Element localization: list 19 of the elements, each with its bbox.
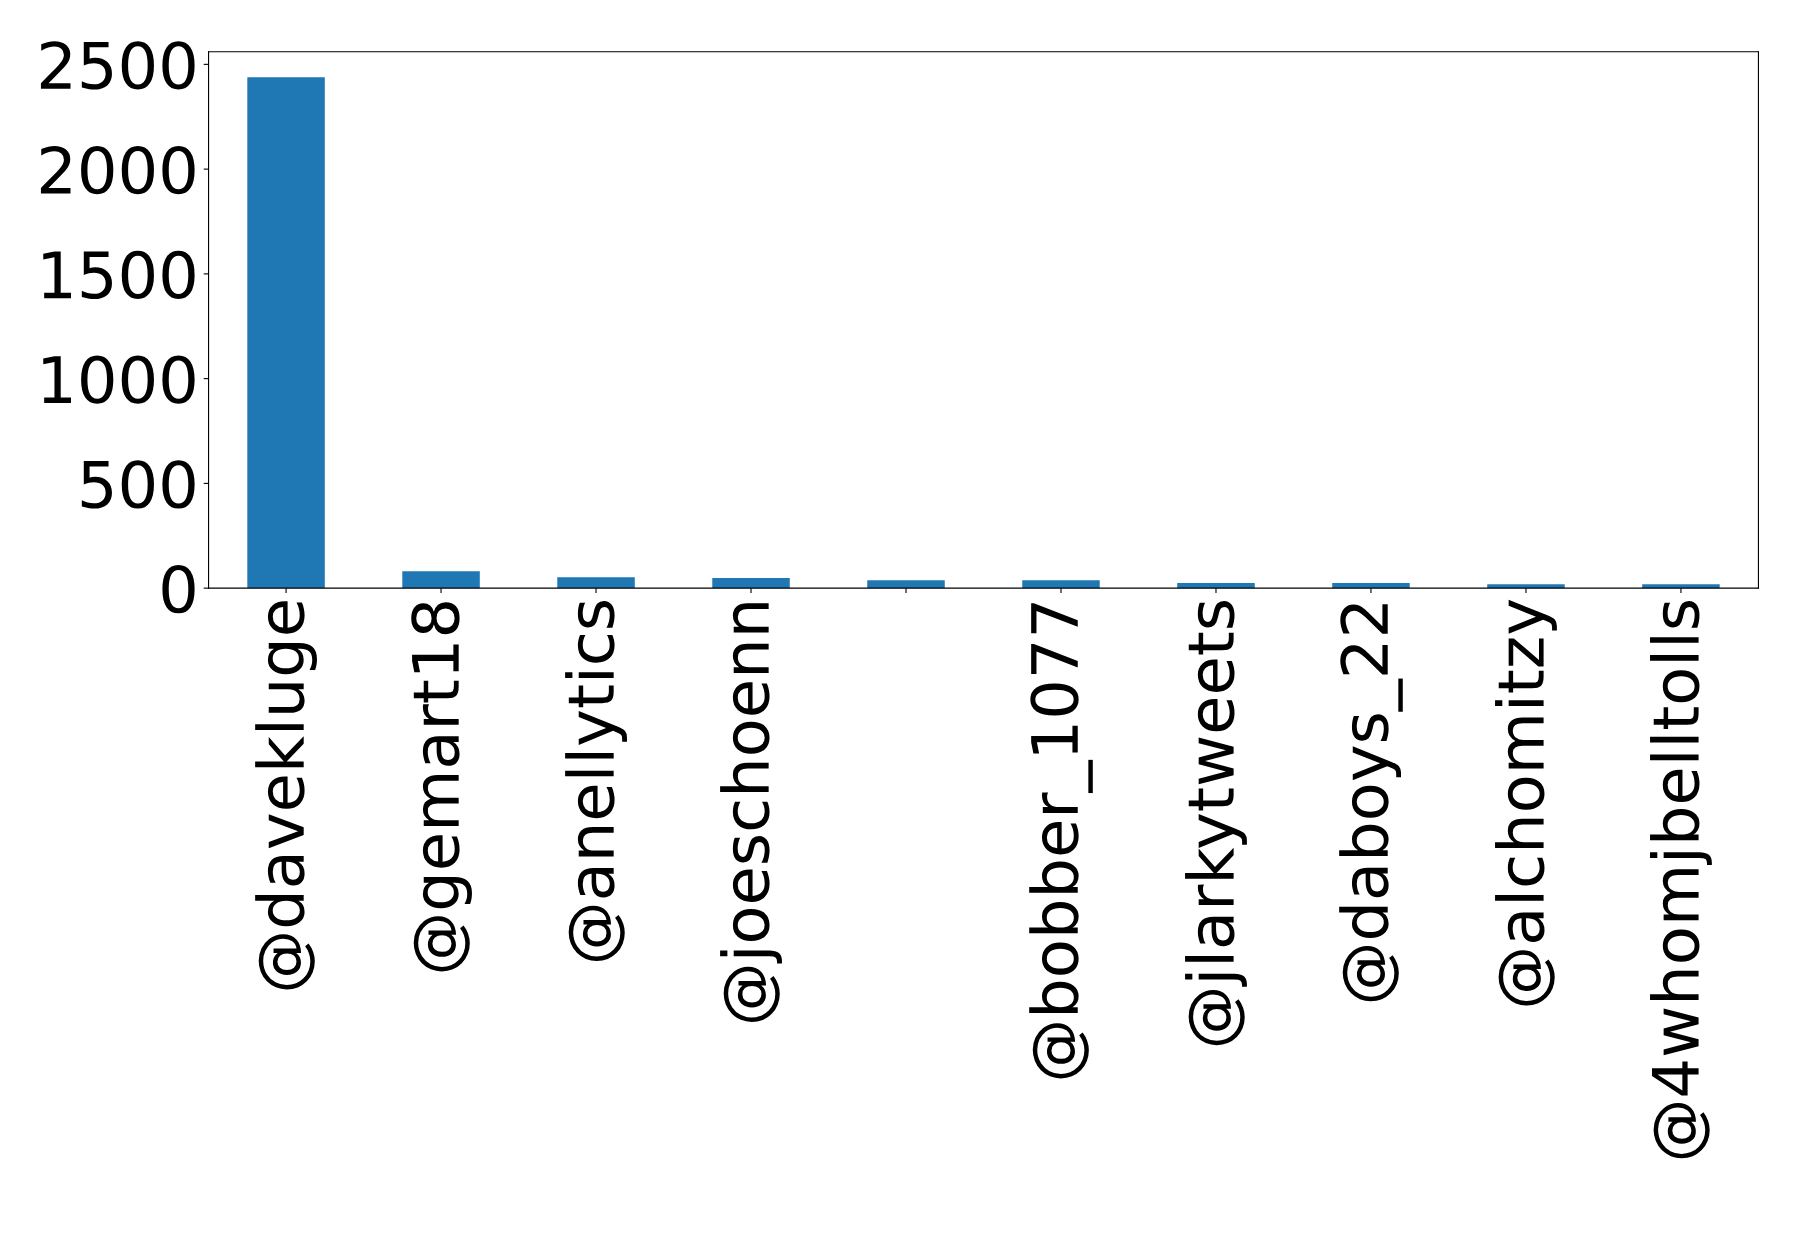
y-tick-label: 2000	[40, 145, 195, 195]
x-tick-label: @davekluge	[255, 601, 317, 990]
bar	[402, 571, 480, 589]
x-tick-label: @4whomjbelltolls	[1650, 600, 1712, 1159]
x-tick-label: @anellytics	[565, 600, 627, 962]
x-tick-label: @jlarkytweets	[1185, 600, 1247, 1046]
x-tick-label: @alchomitzy	[1495, 599, 1557, 1006]
bar	[247, 77, 325, 589]
bar	[712, 578, 790, 589]
y-tick-label: 0	[162, 565, 195, 614]
x-tick-label: @bobber_1077	[1029, 603, 1093, 1079]
bar	[557, 577, 635, 589]
y-tick-label: 1500	[43, 250, 195, 300]
y-tick-label: 1000	[43, 355, 195, 404]
x-tick-label: @daboys_22	[1339, 604, 1403, 1002]
x-tick-label: @joeschoenn	[720, 603, 782, 1022]
x-tick-label: @gemart18	[411, 602, 472, 972]
y-tick-label: 500	[81, 460, 195, 509]
y-tick-label: 2500	[40, 41, 195, 90]
